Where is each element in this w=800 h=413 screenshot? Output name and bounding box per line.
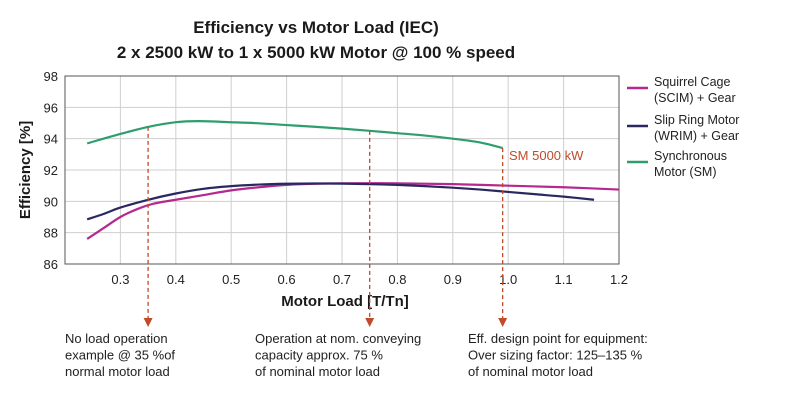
y-tick-label: 90: [44, 194, 58, 209]
x-axis-title: Motor Load [T/Tn]: [281, 293, 408, 310]
sm-5000-label: SM 5000 kW: [509, 148, 584, 163]
x-tick-label: 0.9: [444, 272, 462, 287]
annotation-arrowhead: [143, 318, 153, 327]
series-line-slip-ring-motor-wrim-gear: [86, 182, 595, 221]
x-tick-label: 0.4: [167, 272, 185, 287]
x-tick-label: 1.0: [499, 272, 517, 287]
x-tick-label: 0.6: [278, 272, 296, 287]
legend-label: Synchronous: [654, 149, 727, 163]
y-tick-label: 86: [44, 257, 58, 272]
y-tick-label: 96: [44, 100, 58, 115]
annotation-text: Operation at nom. conveying: [255, 331, 421, 346]
y-tick-labels: 86 88 90 92 94 96 98: [44, 69, 58, 272]
series-lines: [86, 120, 620, 240]
annotation-arrowhead: [498, 318, 508, 327]
x-tick-label: 0.5: [222, 272, 240, 287]
y-tick-label: 94: [44, 132, 58, 147]
legend-label: (SCIM) + Gear: [654, 91, 736, 105]
x-tick-label: 0.8: [388, 272, 406, 287]
y-tick-label: 98: [44, 69, 58, 84]
annotation-text: Over sizing factor: 125–135 %: [468, 348, 643, 363]
chart-subtitle: 2 x 2500 kW to 1 x 5000 kW Motor @ 100 %…: [117, 43, 515, 62]
legend: Squirrel Cage (SCIM) + Gear Slip Ring Moto…: [627, 75, 739, 179]
x-tick-label: 0.3: [111, 272, 129, 287]
x-tick-labels: 0.3 0.4 0.5 0.6 0.7 0.8 0.9 1.0 1.1 1.2: [111, 272, 628, 287]
legend-label: (WRIM) + Gear: [654, 129, 739, 143]
legend-label: Motor (SM): [654, 165, 717, 179]
annotation-text: of nominal motor load: [255, 364, 380, 379]
x-tick-label: 0.7: [333, 272, 351, 287]
annotation-arrowhead: [365, 318, 375, 327]
series-line-synchronous-motor-sm: [86, 120, 503, 150]
annotation-text: Eff. design point for equipment:: [468, 331, 648, 346]
x-tick-label: 1.2: [610, 272, 628, 287]
x-tick-label: 1.1: [555, 272, 573, 287]
annotations: No load operation example @ 35 %ofnormal …: [65, 126, 648, 379]
y-tick-label: 92: [44, 163, 58, 178]
annotation-text: normal motor load: [65, 364, 170, 379]
plot-frame: [64, 75, 620, 265]
annotation-text: No load operation: [65, 331, 168, 346]
series-line-squirrel-cage-scim-gear: [86, 182, 620, 240]
chart-title: Efficiency vs Motor Load (IEC): [193, 18, 439, 37]
legend-label: Slip Ring Motor: [654, 113, 739, 127]
annotation-text: example @ 35 %of: [65, 348, 175, 363]
annotation-text: capacity approx. 75 %: [255, 348, 383, 363]
y-tick-label: 88: [44, 226, 58, 241]
legend-label: Squirrel Cage: [654, 75, 730, 89]
annotation-text: of nominal motor load: [468, 364, 593, 379]
y-axis-title: Efficiency [%]: [17, 121, 34, 219]
